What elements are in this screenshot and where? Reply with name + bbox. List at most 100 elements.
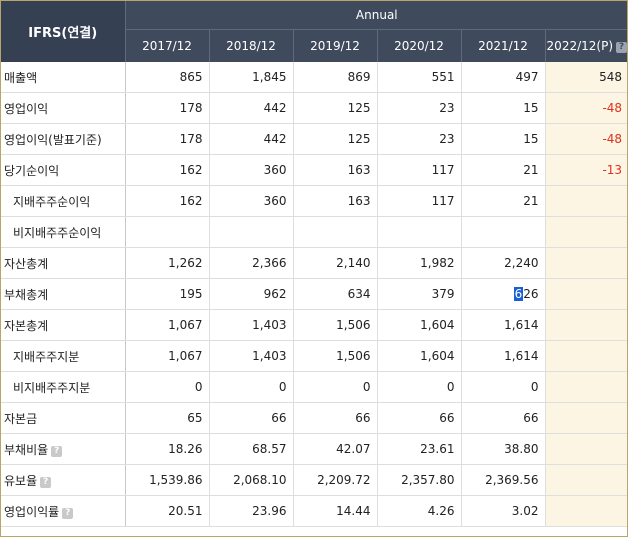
- value-cell: 117: [377, 185, 462, 217]
- value-cell: 0: [377, 371, 462, 403]
- cell-value: 1,067: [168, 318, 203, 332]
- value-cell: [545, 278, 627, 310]
- row-label-text: 비지배주주순이익: [13, 225, 102, 240]
- value-cell: 125: [293, 92, 378, 124]
- row-label-text: 부채총계: [4, 287, 49, 302]
- value-cell: 178: [125, 92, 210, 124]
- year-header: 2022/12(P)?: [545, 29, 627, 62]
- row-label: 당기순이익: [1, 154, 126, 186]
- row-label-text: 유보율: [4, 473, 38, 488]
- value-cell: 1,982: [377, 247, 462, 279]
- row-label-text: 지배주주지분: [13, 349, 80, 364]
- cell-value: 42.07: [336, 442, 371, 456]
- value-cell: 2,240: [461, 247, 546, 279]
- cell-value: 2,366: [252, 256, 287, 270]
- cell-value: 20.51: [168, 504, 203, 518]
- row-label-text: 자본총계: [4, 318, 49, 333]
- row-label: 영업이익(발표기준): [1, 123, 126, 155]
- value-cell: 1,403: [209, 340, 294, 372]
- help-icon[interactable]: ?: [51, 445, 63, 457]
- cell-value: 551: [431, 70, 455, 84]
- value-cell: 2,366: [209, 247, 294, 279]
- year-header: 2018/12: [209, 29, 294, 62]
- value-cell: 1,604: [377, 309, 462, 341]
- table-row: 자본총계 1,067 1,403 1,506 1,604 1,614: [1, 309, 627, 341]
- value-cell: 42.07: [293, 433, 378, 465]
- value-cell: [545, 340, 627, 372]
- value-cell: 1,403: [209, 309, 294, 341]
- year-label: 2022/12(P): [546, 39, 613, 53]
- row-label-text: 자본금: [4, 411, 38, 426]
- row-label: 부채총계: [1, 278, 126, 310]
- value-cell: 379: [377, 278, 462, 310]
- value-cell: 21: [461, 154, 546, 186]
- cell-value: 66: [355, 411, 371, 425]
- value-cell: 442: [209, 123, 294, 155]
- help-icon[interactable]: ?: [62, 507, 74, 519]
- value-cell: 1,506: [293, 340, 378, 372]
- value-cell: [209, 216, 294, 248]
- value-cell: 1,614: [461, 340, 546, 372]
- value-cell: 626: [461, 278, 546, 310]
- value-cell: 66: [377, 402, 462, 434]
- value-cell: [461, 216, 546, 248]
- cell-value: 1,067: [168, 349, 203, 363]
- cell-value: 2,140: [336, 256, 371, 270]
- cell-value: 66: [523, 411, 539, 425]
- value-cell: 497: [461, 62, 546, 93]
- cell-value: 442: [263, 132, 287, 146]
- row-label: 지배주주지분: [1, 340, 126, 372]
- row-label: 지배주주순이익: [1, 185, 126, 217]
- row-label: 유보율?: [1, 464, 126, 496]
- table-row: 영업이익 178 442 125 23 15 -48: [1, 92, 627, 124]
- cell-value: -48: [602, 101, 623, 115]
- value-cell: 551: [377, 62, 462, 93]
- cell-value: 163: [347, 163, 371, 177]
- value-cell: [545, 464, 627, 496]
- value-cell: 0: [209, 371, 294, 403]
- help-icon[interactable]: ?: [616, 42, 627, 53]
- year-header: 2019/12: [293, 29, 378, 62]
- value-cell: 0: [125, 371, 210, 403]
- table-row: 자본금 65 66 66 66 66: [1, 402, 627, 434]
- row-label-text: 부채비율: [4, 442, 49, 457]
- cell-value: 360: [263, 163, 287, 177]
- value-cell: 1,506: [293, 309, 378, 341]
- cell-value: 23.61: [420, 442, 455, 456]
- table-row: 매출액 865 1,845 869 551 497 548: [1, 62, 627, 93]
- cell-value: 634: [347, 287, 371, 301]
- cell-value: 442: [263, 101, 287, 115]
- cell-value: 360: [263, 194, 287, 208]
- financial-summary-table: IFRS(연결) Annual 2017/12 2018/12 2019/12 202…: [1, 1, 627, 527]
- cell-value: 66: [439, 411, 455, 425]
- cell-value: -13: [602, 163, 623, 177]
- value-cell: 0: [293, 371, 378, 403]
- table-row: 영업이익(발표기준) 178 442 125 23 15 -48: [1, 123, 627, 155]
- cell-value: 15: [523, 132, 539, 146]
- cell-value: 1,539.86: [149, 473, 203, 487]
- help-icon[interactable]: ?: [40, 476, 52, 488]
- cell-value: 38.80: [504, 442, 539, 456]
- value-cell: 3.02: [461, 495, 546, 527]
- row-label-text: 지배주주순이익: [13, 194, 91, 209]
- row-label: 영업이익: [1, 92, 126, 124]
- value-cell: -48: [545, 123, 627, 155]
- table-row: 영업이익률? 20.51 23.96 14.44 4.26 3.02: [1, 495, 627, 527]
- table-row: 지배주주지분 1,067 1,403 1,506 1,604 1,614: [1, 340, 627, 372]
- value-cell: 1,614: [461, 309, 546, 341]
- value-cell: 1,539.86: [125, 464, 210, 496]
- cell-value: 2,357.80: [401, 473, 455, 487]
- year-header: 2021/12: [461, 29, 546, 62]
- cell-value: 962: [263, 287, 287, 301]
- value-cell: 2,357.80: [377, 464, 462, 496]
- cell-value: 2,240: [504, 256, 539, 270]
- value-cell: 1,262: [125, 247, 210, 279]
- value-cell: 23.96: [209, 495, 294, 527]
- table-row: 지배주주순이익 162 360 163 117 21: [1, 185, 627, 217]
- table-row: 당기순이익 162 360 163 117 21 -13: [1, 154, 627, 186]
- cell-value: 21: [523, 163, 539, 177]
- row-label-text: 매출액: [4, 70, 38, 85]
- cell-value: -48: [602, 132, 623, 146]
- value-cell: 117: [377, 154, 462, 186]
